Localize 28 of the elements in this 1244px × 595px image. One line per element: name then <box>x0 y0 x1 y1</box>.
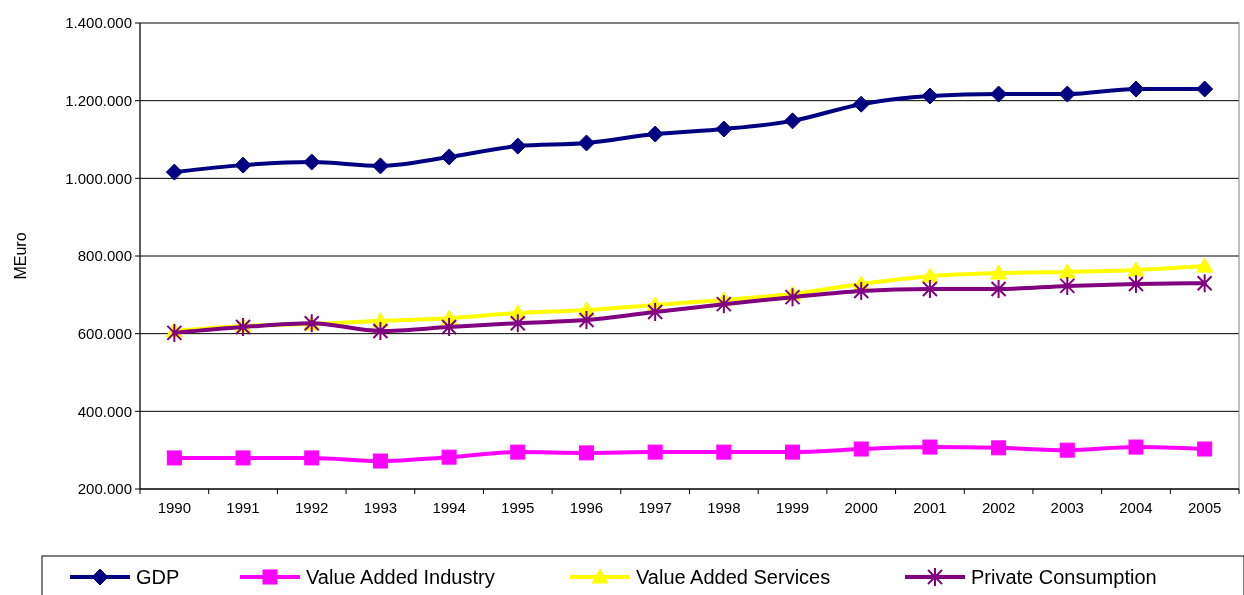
x-tick-label: 1999 <box>775 499 810 516</box>
x-tick-label: 1995 <box>501 499 535 516</box>
y-tick-label: 1.200.000 <box>65 91 132 109</box>
y-tick-label: 400.000 <box>77 402 132 420</box>
x-tick-label: 2000 <box>844 499 878 516</box>
y-tick-label: 600.000 <box>77 324 132 342</box>
x-tick-label: 1991 <box>226 499 260 516</box>
legend-label: Value Added Services <box>636 566 831 588</box>
legend-label: Private Consumption <box>971 566 1157 588</box>
x-tick-label: 2004 <box>1119 499 1153 516</box>
y-tick-label: 200.000 <box>77 480 132 498</box>
x-tick-label: 2002 <box>981 499 1016 516</box>
y-tick-label: 800.000 <box>77 247 132 265</box>
x-tick-label: 1992 <box>295 499 329 516</box>
x-tick-label: 2005 <box>1187 499 1222 516</box>
x-tick-label: 1993 <box>363 499 398 516</box>
legend-label: GDP <box>136 566 180 588</box>
x-tick-label: 2003 <box>1050 499 1084 516</box>
y-axis-title: MEuro <box>12 232 29 280</box>
x-tick-label: 1996 <box>569 499 604 516</box>
x-tick-label: 1990 <box>157 499 192 516</box>
y-tick-label: 1.000.000 <box>65 169 132 187</box>
x-tick-label: 2001 <box>913 499 947 516</box>
legend-label: Value Added Industry <box>306 566 495 588</box>
x-tick-label: 1998 <box>707 499 741 516</box>
y-tick-label: 1.400.000 <box>65 14 132 32</box>
x-tick-label: 1997 <box>638 499 672 516</box>
x-tick-label: 1994 <box>432 499 466 516</box>
